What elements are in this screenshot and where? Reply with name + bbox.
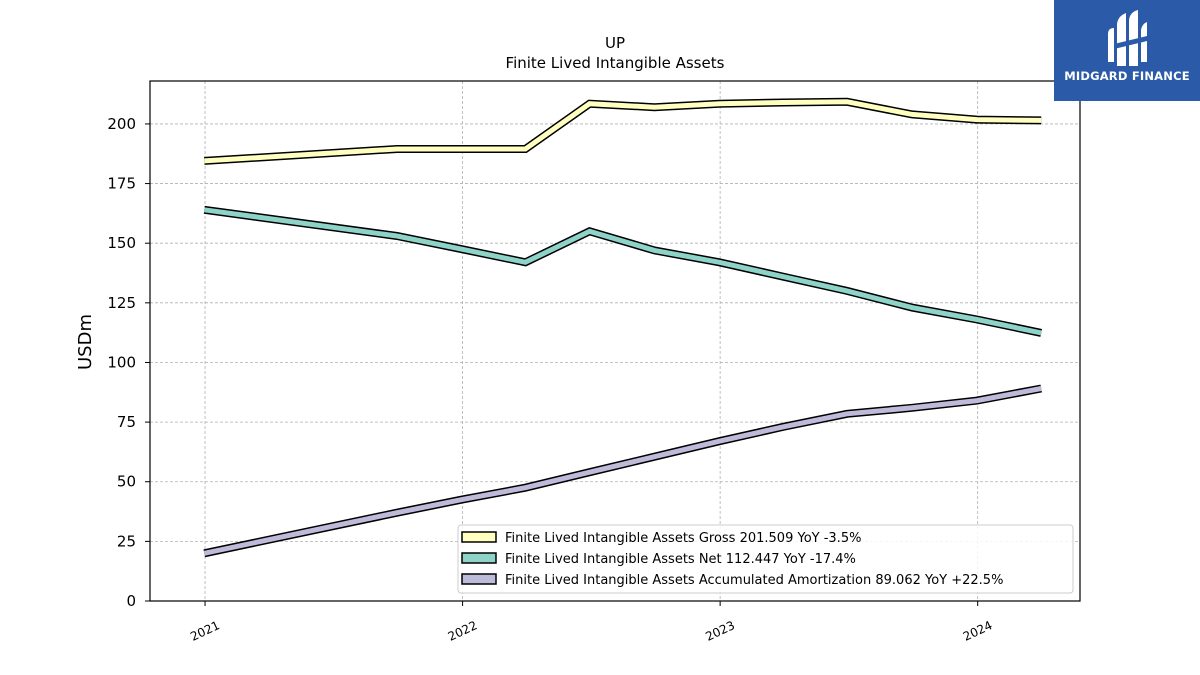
y-tick-label: 50 bbox=[117, 473, 136, 491]
legend-label: Finite Lived Intangible Assets Net 112.4… bbox=[505, 552, 856, 567]
chart-title: UP bbox=[605, 34, 625, 52]
y-tick-label: 100 bbox=[107, 353, 136, 371]
legend-label: Finite Lived Intangible Assets Gross 201… bbox=[505, 531, 861, 546]
x-tick-label: 2021 bbox=[188, 618, 222, 644]
legend: Finite Lived Intangible Assets Gross 201… bbox=[457, 524, 1074, 594]
logo-text: MIDGARD FINANCE bbox=[1064, 69, 1190, 83]
legend-swatch bbox=[461, 552, 497, 564]
plot-frame bbox=[149, 80, 1081, 602]
x-tick-label: 2022 bbox=[446, 618, 480, 644]
legend-swatch bbox=[461, 573, 497, 585]
y-tick-label: 175 bbox=[107, 175, 136, 193]
series-line bbox=[203, 207, 1042, 336]
x-tick-label: 2024 bbox=[961, 618, 995, 644]
brand-logo: MIDGARD FINANCE bbox=[1054, 0, 1200, 101]
chart-subtitle: Finite Lived Intangible Assets bbox=[506, 54, 725, 72]
y-tick-label: 150 bbox=[107, 234, 136, 252]
midgard-logo-icon bbox=[1108, 10, 1147, 66]
y-axis-label: USDm bbox=[75, 314, 96, 370]
grid bbox=[150, 81, 1080, 602]
y-tick-label: 0 bbox=[126, 592, 136, 610]
y-tick-label: 200 bbox=[107, 115, 136, 133]
legend-label: Finite Lived Intangible Assets Accumulat… bbox=[505, 573, 1003, 588]
series-lines bbox=[203, 97, 1043, 558]
legend-swatch bbox=[461, 531, 497, 543]
y-tick-label: 75 bbox=[117, 413, 136, 431]
series-line bbox=[204, 99, 1042, 164]
series-line bbox=[203, 386, 1042, 556]
y-tick-label: 125 bbox=[107, 294, 136, 312]
y-tick-label: 25 bbox=[117, 532, 136, 550]
legend-box bbox=[457, 524, 1074, 594]
x-tick-label: 2023 bbox=[703, 618, 737, 644]
